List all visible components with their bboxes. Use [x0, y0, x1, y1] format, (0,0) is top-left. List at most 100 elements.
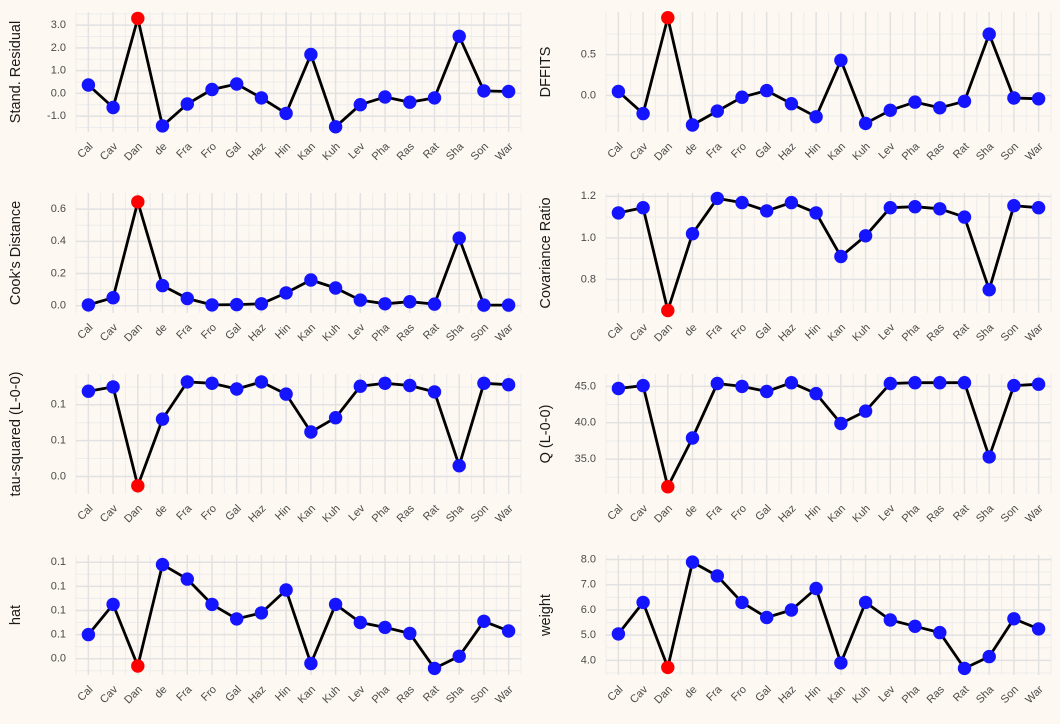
x-tick-label: Sha — [444, 502, 467, 525]
data-point — [106, 100, 120, 115]
data-point — [1007, 91, 1021, 105]
data-point — [1031, 201, 1046, 215]
data-point — [710, 569, 724, 583]
data-point — [809, 110, 823, 124]
data-point — [784, 376, 799, 390]
data-point — [155, 557, 170, 572]
x-tick-label: Hin — [803, 322, 823, 342]
y-tick-label: 45.0 — [575, 380, 596, 392]
x-tick-label: de — [152, 141, 169, 158]
x-tick-label: Sha — [974, 321, 997, 344]
data-point — [106, 291, 120, 305]
data-point — [883, 613, 897, 627]
x-tick-label: Haz — [776, 684, 798, 706]
data-point — [180, 97, 194, 111]
x-tick-label: Ras — [395, 140, 418, 163]
x-tick-label: Fra — [174, 502, 195, 523]
x-tick-label: Rat — [951, 684, 972, 705]
x-tick-label: Dan — [122, 503, 145, 526]
x-tick-label: Cav — [98, 321, 121, 344]
y-tick-label: 1.2 — [581, 190, 596, 202]
x-tick-label: Gal — [223, 684, 244, 705]
data-point — [279, 286, 293, 300]
x-tick-label: Fro — [199, 684, 219, 704]
data-point — [735, 379, 749, 394]
x-tick-label: Cal — [75, 322, 95, 342]
x-tick-label: Gal — [753, 503, 774, 524]
data-point — [710, 191, 724, 206]
panel-cooks-distance: 0.0 0.2 0.4 0.6 Cal Cav Dan de Fra Fro Gal Haz Hin Ka… — [0, 181, 530, 362]
x-tick-label: Hin — [803, 141, 823, 161]
data-points — [611, 376, 1046, 494]
data-point — [378, 376, 392, 390]
x-tick-label: Pha — [370, 502, 393, 525]
data-point — [685, 227, 700, 241]
y-tick-label: 0.5 — [581, 49, 596, 61]
data-point — [685, 555, 700, 569]
y-axis-title: Covariance Ratio — [538, 197, 554, 308]
data-point — [611, 206, 626, 220]
y-tick-label: 0.1 — [51, 629, 66, 641]
data-point — [908, 376, 922, 390]
data-point — [710, 104, 724, 118]
data-point — [180, 291, 194, 306]
data-point — [834, 53, 848, 67]
data-point — [501, 84, 516, 99]
q-loo-chart: 35.0 40.0 45.0 Cal Cav Dan de Fra Fro Gal Haz Hin Ka… — [538, 374, 1052, 525]
series-line — [87, 200, 510, 307]
y-axis-title: Q (L-0-0) — [538, 405, 554, 464]
x-tick-label: Hin — [273, 503, 293, 523]
data-point-highlight — [661, 303, 675, 318]
x-tick-label: Kuh — [320, 322, 342, 344]
data-point — [784, 603, 799, 617]
x-tick-label: Son — [999, 503, 1021, 525]
x-tick-label: Gal — [223, 503, 244, 524]
data-point — [933, 625, 947, 640]
data-point — [1031, 622, 1046, 636]
y-tick-label: 0.0 — [51, 87, 66, 99]
data-point-highlight — [131, 195, 145, 209]
y-axis-title: Stand. Residual — [8, 21, 24, 123]
x-tick-label: Lev — [346, 140, 367, 161]
data-point — [477, 614, 491, 628]
x-tick-label: War — [1023, 683, 1046, 706]
x-tick-label: Haz — [246, 322, 268, 344]
y-tick-label: 1.0 — [51, 65, 66, 77]
y-tick-label: 0.1 — [51, 604, 66, 616]
x-tick-label: de — [152, 684, 169, 701]
data-point — [81, 384, 96, 398]
x-tick-label: Kuh — [320, 503, 342, 525]
panel-tau-squared: 0.0 0.1 0.1 Cal Cav Dan de Fra Fro Gal Haz Hin Kan Ku… — [0, 362, 530, 543]
x-tick-label: War — [1023, 140, 1046, 163]
x-tick-label: Lev — [346, 683, 367, 704]
x-tick-label: Hin — [803, 503, 823, 523]
data-point — [760, 204, 774, 218]
data-point — [403, 378, 417, 393]
panel-covariance-ratio: 0.8 1.0 1.2 Cal Cav Dan de Fra Fro Gal Haz Hin Kan Ku… — [530, 181, 1060, 362]
y-tick-label: 0.4 — [51, 235, 66, 247]
data-point — [477, 376, 491, 390]
x-tick-label: Fra — [704, 321, 725, 342]
x-tick-label: Pha — [370, 321, 393, 344]
x-tick-label: Ras — [395, 321, 418, 344]
data-point — [501, 298, 516, 312]
series-line — [617, 16, 1040, 127]
data-point — [205, 82, 219, 97]
data-point — [254, 606, 269, 620]
x-tick-label: Lev — [346, 321, 367, 342]
data-point — [908, 95, 922, 109]
data-point — [908, 200, 922, 214]
x-tick-label: Cav — [628, 140, 651, 163]
data-point — [957, 94, 972, 109]
data-point-highlight — [131, 479, 145, 493]
x-tick-label: Dan — [652, 322, 675, 345]
x-tick-label: Kan — [296, 684, 318, 706]
x-tick-label: de — [682, 684, 699, 701]
y-tick-label: 35.0 — [575, 453, 596, 465]
x-tick-label: Sha — [444, 321, 467, 344]
x-tick-label: Kuh — [850, 684, 872, 706]
grid-minor — [75, 12, 522, 132]
x-tick-label: de — [682, 503, 699, 520]
y-tick-label: -1.0 — [47, 110, 66, 122]
data-point — [378, 90, 392, 104]
